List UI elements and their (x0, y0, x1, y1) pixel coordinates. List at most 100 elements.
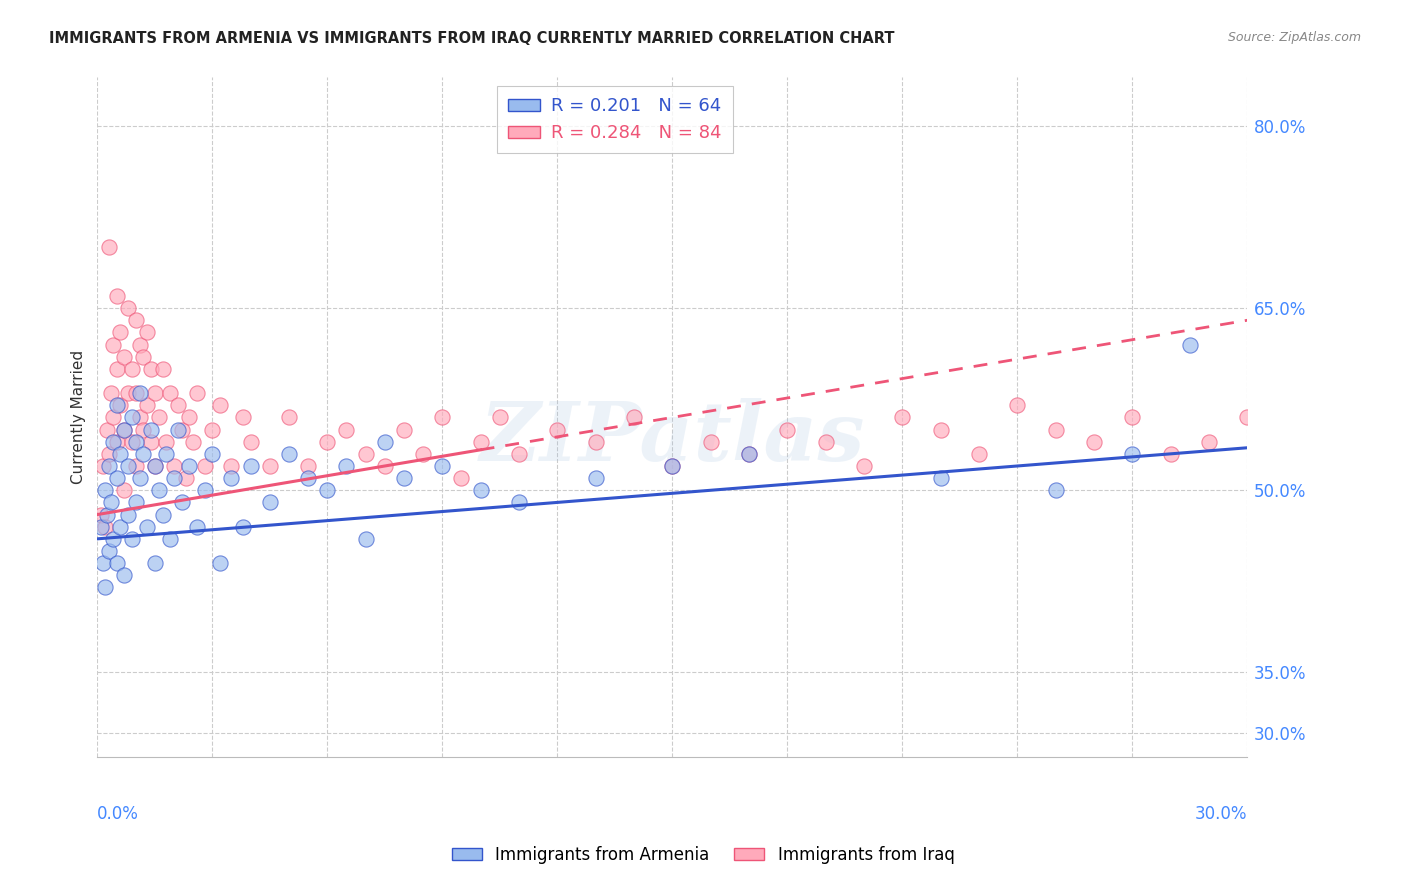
Legend: R = 0.201   N = 64, R = 0.284   N = 84: R = 0.201 N = 64, R = 0.284 N = 84 (498, 87, 733, 153)
Point (1160, 447, 1182, 461)
Point (105, 398, 128, 412)
Point (91, 458, 114, 473)
Point (132, 423, 155, 437)
Point (112, 350, 135, 364)
Point (112, 568, 135, 582)
Point (179, 410, 201, 425)
Point (232, 519, 254, 533)
Point (159, 532, 181, 546)
Point (738, 447, 761, 461)
Point (105, 362, 128, 376)
Point (1121, 410, 1143, 425)
Point (412, 447, 434, 461)
Point (967, 447, 990, 461)
Point (143, 458, 166, 473)
Point (297, 458, 319, 473)
Text: 0.0%: 0.0% (97, 805, 139, 823)
Point (94, 581, 117, 595)
Point (105, 556, 128, 570)
Point (125, 458, 148, 473)
Point (97, 544, 120, 558)
Point (432, 458, 454, 473)
Point (585, 434, 607, 449)
Point (186, 519, 208, 533)
Point (96, 508, 118, 522)
Point (128, 471, 150, 485)
Point (91, 556, 114, 570)
Point (143, 386, 166, 401)
Point (392, 423, 415, 437)
Text: ZIPatlas: ZIPatlas (479, 398, 865, 478)
Point (139, 362, 162, 376)
Point (208, 556, 231, 570)
Point (297, 471, 319, 485)
Point (194, 483, 217, 498)
Point (181, 434, 204, 449)
Point (101, 532, 124, 546)
Point (335, 458, 357, 473)
Point (186, 386, 208, 401)
Point (100, 495, 122, 509)
Point (232, 410, 254, 425)
Point (139, 434, 162, 449)
Point (546, 423, 568, 437)
Point (152, 362, 174, 376)
Point (661, 458, 683, 473)
Point (450, 471, 472, 485)
Point (143, 556, 166, 570)
Point (814, 434, 837, 449)
Point (929, 471, 952, 485)
Point (470, 483, 492, 498)
Point (97, 447, 120, 461)
Point (1236, 410, 1258, 425)
Point (259, 495, 281, 509)
Point (110, 326, 132, 340)
Point (136, 326, 159, 340)
Point (174, 471, 197, 485)
Point (110, 447, 132, 461)
Y-axis label: Currently Married: Currently Married (72, 351, 86, 484)
Point (94, 483, 117, 498)
Point (117, 386, 139, 401)
Point (335, 423, 357, 437)
Point (170, 495, 193, 509)
Point (508, 447, 530, 461)
Point (136, 519, 159, 533)
Point (374, 434, 396, 449)
Point (132, 447, 155, 461)
Legend: Immigrants from Armenia, Immigrants from Iraq: Immigrants from Armenia, Immigrants from… (444, 839, 962, 871)
Point (117, 301, 139, 315)
Point (125, 386, 148, 401)
Point (239, 434, 262, 449)
Point (1121, 447, 1143, 461)
Point (1045, 423, 1067, 437)
Point (97, 458, 120, 473)
Point (208, 398, 231, 412)
Point (166, 423, 188, 437)
Point (117, 458, 139, 473)
Point (1005, 398, 1028, 412)
Point (259, 458, 281, 473)
Point (170, 423, 193, 437)
Point (112, 483, 135, 498)
Point (152, 508, 174, 522)
Point (159, 386, 181, 401)
Point (110, 398, 132, 412)
Point (105, 289, 128, 303)
Point (125, 434, 148, 449)
Point (121, 434, 143, 449)
Point (155, 447, 177, 461)
Point (125, 495, 148, 509)
Point (139, 423, 162, 437)
Point (163, 471, 186, 485)
Point (1083, 434, 1105, 449)
Point (852, 458, 875, 473)
Point (623, 410, 645, 425)
Point (392, 471, 415, 485)
Point (194, 458, 217, 473)
Point (105, 434, 128, 449)
Point (128, 410, 150, 425)
Text: 30.0%: 30.0% (1195, 805, 1247, 823)
Text: Source: ZipAtlas.com: Source: ZipAtlas.com (1227, 31, 1361, 45)
Point (316, 434, 339, 449)
